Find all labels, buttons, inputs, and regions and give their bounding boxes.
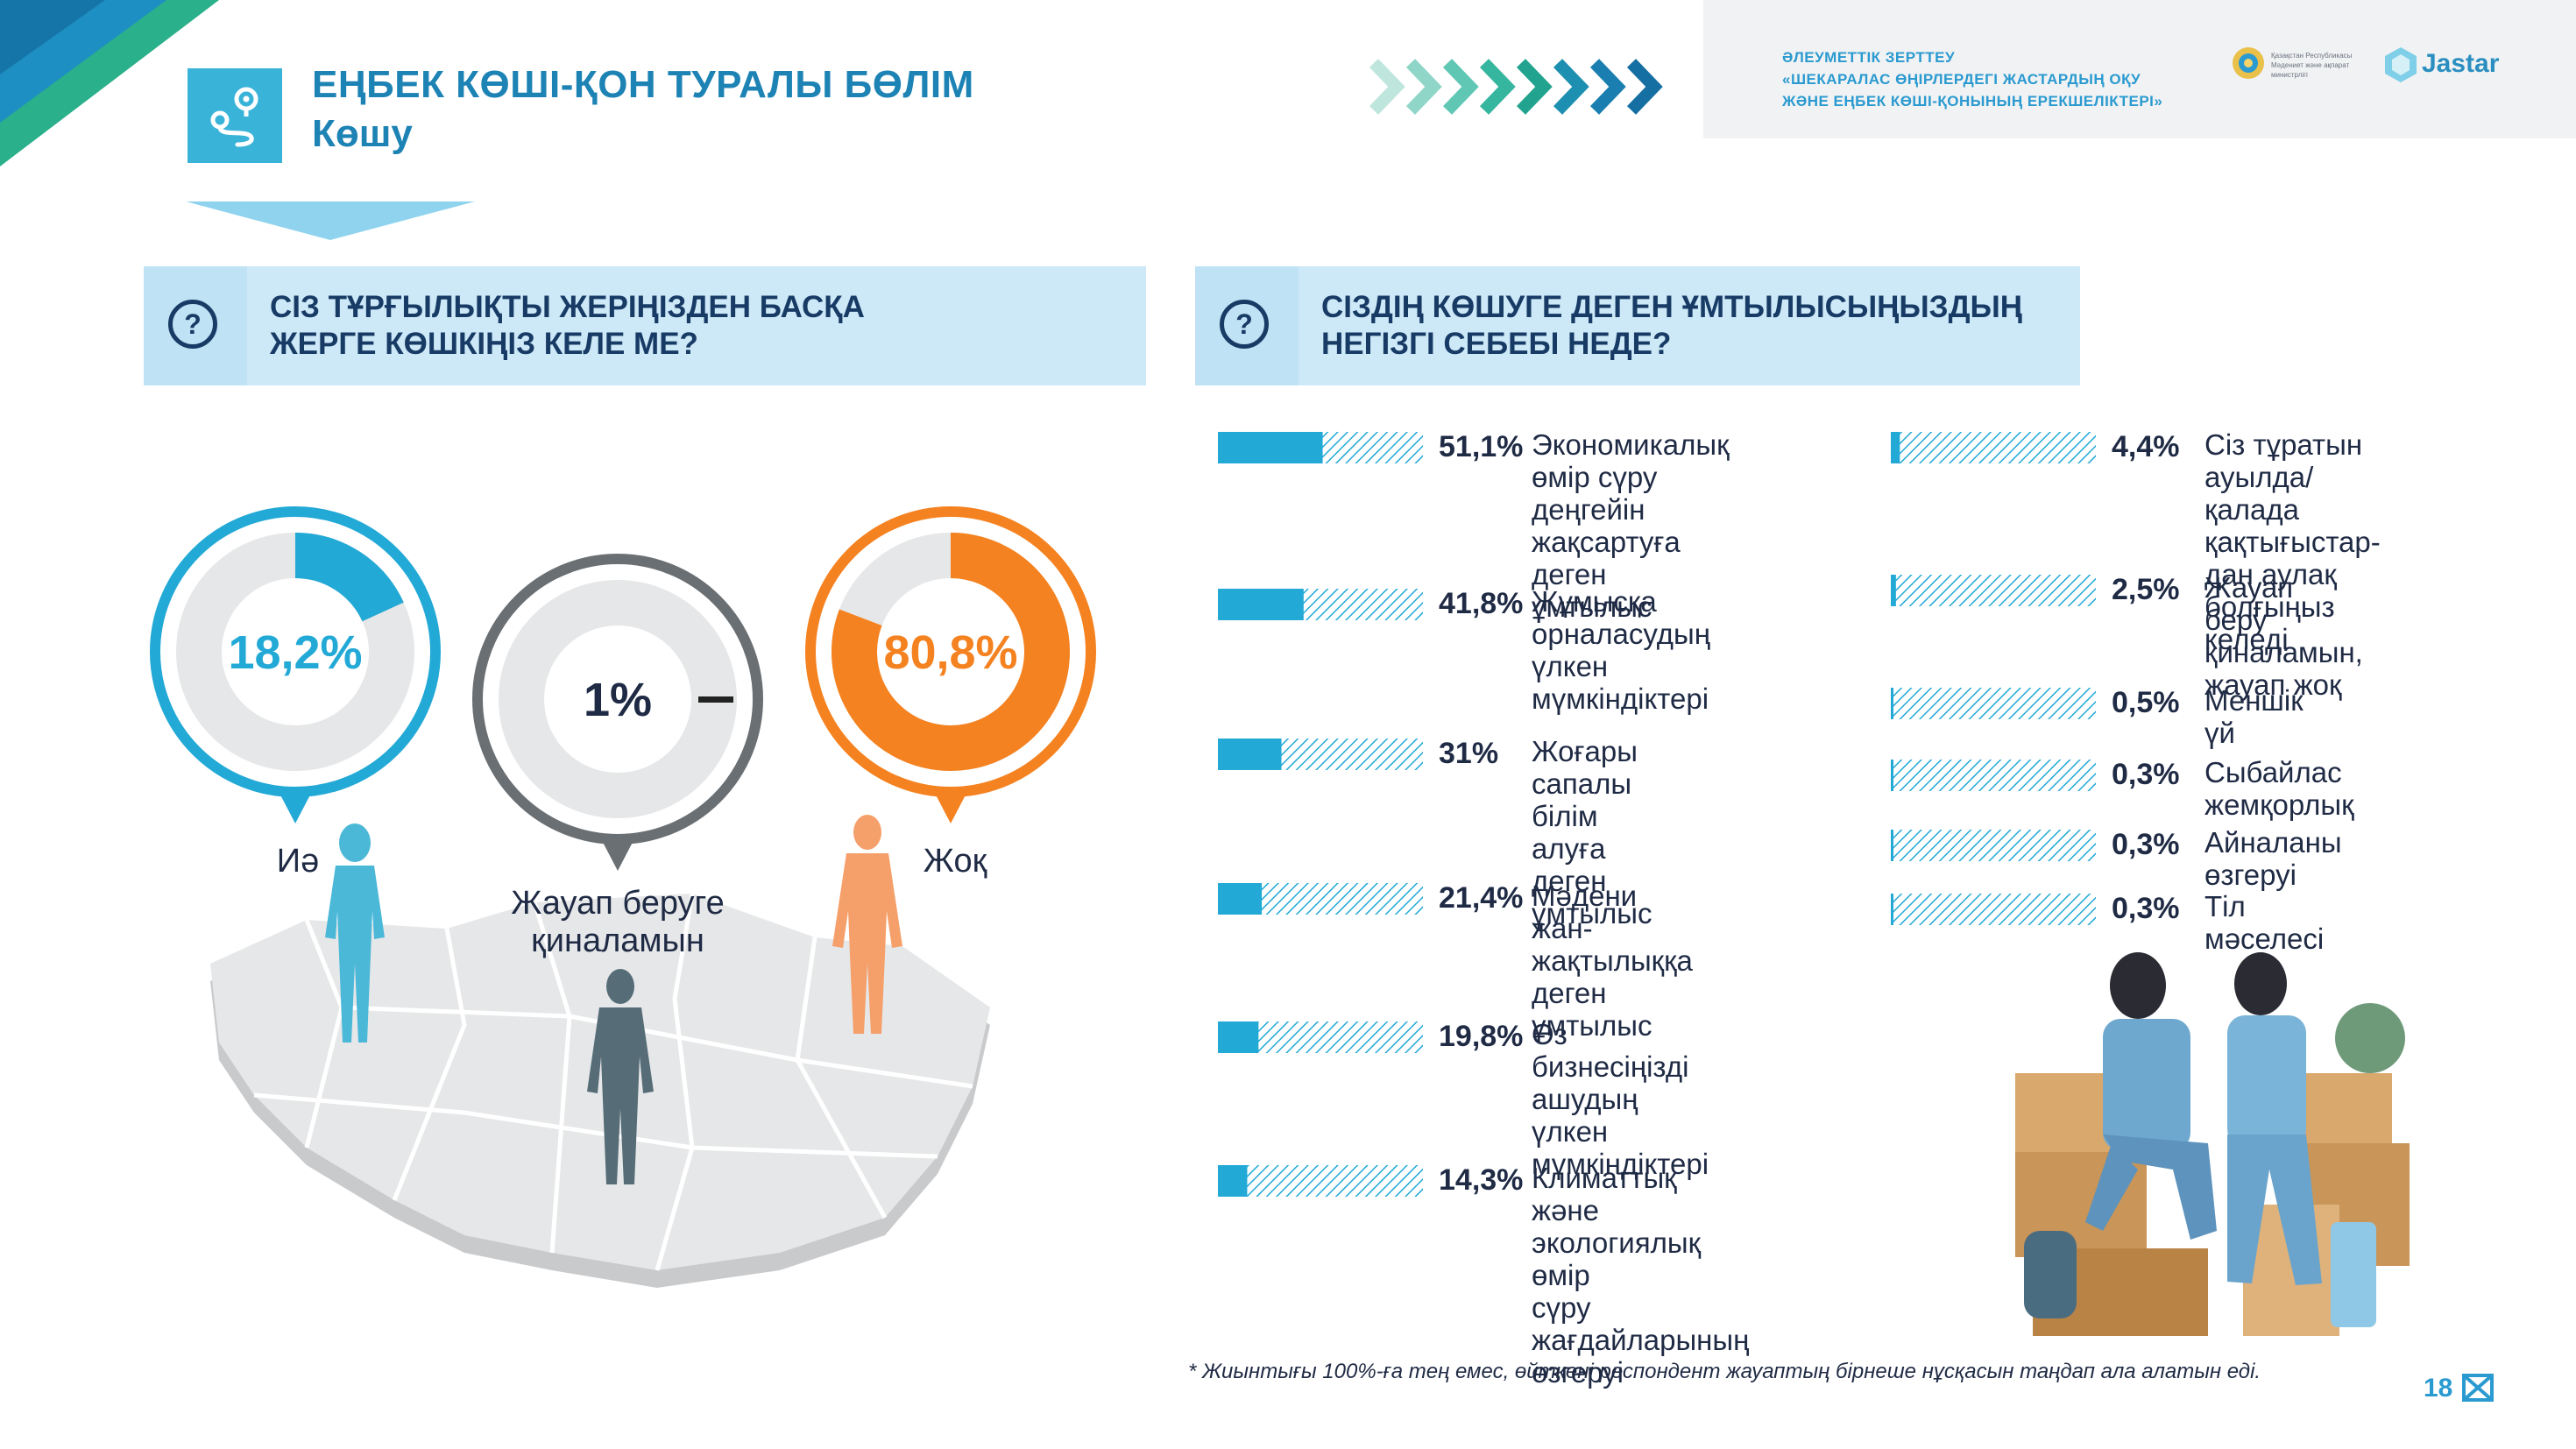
section-subtitle: Көшу xyxy=(312,112,413,155)
donut-yes: 18,2% xyxy=(150,506,441,823)
donut-no-value-arc xyxy=(832,533,1070,771)
bar-value-label: 51,1% xyxy=(1439,430,1524,463)
label-unsure: Жауап беруге қиналамын xyxy=(511,885,725,959)
bar-track xyxy=(1218,432,1423,463)
bar-track xyxy=(1891,894,2096,925)
state-emblem-icon xyxy=(2233,47,2264,79)
bar-category-label: Экономикалық өмір сүру деңгейін жақсарту… xyxy=(1532,428,1730,623)
bar-category-label: Сыбайлас жемқорлық xyxy=(2204,756,2354,821)
bar-background xyxy=(1891,760,2096,791)
bar-track xyxy=(1218,883,1423,915)
bar-value-label: 19,8% xyxy=(1439,1020,1524,1053)
bar-track xyxy=(1891,760,2096,791)
bar-track xyxy=(1218,589,1423,620)
bar-fill xyxy=(1891,688,1893,719)
person-unsure-figure xyxy=(587,969,654,1184)
person-yes-figure xyxy=(325,823,385,1043)
bar-value-label: 0,5% xyxy=(2112,686,2180,719)
bar-value-label: 4,4% xyxy=(2112,430,2180,463)
bar-fill xyxy=(1218,883,1263,915)
banner-line-1: ӘЛЕУМЕТТІК ЗЕРТТЕУ xyxy=(1782,49,1956,66)
map-illustration xyxy=(210,893,990,1288)
donut-no: 80,8% xyxy=(805,506,1096,823)
bar-background xyxy=(1891,894,2096,925)
bar-value-label: 31% xyxy=(1439,737,1499,770)
bar-fill xyxy=(1891,432,1900,463)
question-2-line-1: СІЗДІҢ КӨШУГЕ ДЕГЕН ҰМТЫЛЫСЫҢЫЗДЫҢ xyxy=(1321,290,2023,324)
down-triangle-marker xyxy=(186,201,475,240)
bar-fill xyxy=(1218,432,1323,463)
label-no: Жоқ xyxy=(923,843,987,880)
bar-category-label: Меншік үй xyxy=(2204,684,2304,749)
bar-value-label: 0,3% xyxy=(2112,758,2180,791)
bar-fill xyxy=(1218,1021,1259,1053)
jastar-logo-icon xyxy=(2385,47,2417,82)
bar-track xyxy=(1218,739,1423,770)
chevron-arrows-icon xyxy=(1369,59,1663,115)
bar-fill xyxy=(1218,1165,1248,1197)
person-no-figure xyxy=(832,815,902,1034)
footnote: * Жиынтығы 100%-ға тең емес, өйткені рес… xyxy=(1188,1360,2261,1383)
donut-yes-value-arc xyxy=(294,533,404,622)
bar-fill xyxy=(1891,830,1893,861)
bar-value-label: 21,4% xyxy=(1439,881,1524,915)
bar-value-label: 41,8% xyxy=(1439,587,1524,620)
bar-fill xyxy=(1891,760,1893,791)
young-people-illustration xyxy=(2015,952,2410,1336)
label-yes: Иә xyxy=(276,843,320,880)
question-2-line-2: НЕГІЗГІ СЕБЕБІ НЕДЕ? xyxy=(1321,327,1672,361)
bar-category-label: Климаттық және экологиялық өмір сүру жағ… xyxy=(1532,1162,1750,1389)
survey-banner xyxy=(1703,0,2576,138)
banner-line-3: ЖӘНЕ ЕҢБЕК КӨШІ-ҚОНЫНЫҢ ЕРЕКШЕЛІКТЕРІ» xyxy=(1782,93,2163,110)
bar-track xyxy=(1891,688,2096,719)
jastar-logo-text: Jastar xyxy=(2422,49,2500,78)
bar-background xyxy=(1891,688,2096,719)
bar-background xyxy=(1891,432,2096,463)
bar-value-label: 0,3% xyxy=(2112,828,2180,861)
question-box-1: ? СІЗ ТҰРҒЫЛЫҚТЫ ЖЕРІҢІЗДЕН БАСҚА ЖЕРГЕ … xyxy=(144,266,1146,385)
question-box-2: ? СІЗДІҢ КӨШУГЕ ДЕГЕН ҰМТЫЛЫСЫҢЫЗДЫҢ НЕГ… xyxy=(1195,266,2080,385)
section-title: ЕҢБЕК КӨШІ-ҚОН ТУРАЛЫ БӨЛІМ xyxy=(312,63,974,106)
bar-category-label: Жұмысқа орналасудың үлкен мүмкіндіктері xyxy=(1532,585,1710,715)
question-1-line-2: ЖЕРГЕ КӨШКІҢІЗ КЕЛЕ МЕ? xyxy=(270,327,698,361)
bar-track xyxy=(1891,432,2096,463)
banner-line-2: «ШЕКАРАЛАС ӨҢІРЛЕРДЕГІ ЖАСТАРДЫҢ ОҚУ xyxy=(1782,71,2141,88)
bar-category-label: Өз бизнесіңізді ашудың үлкен мүмкіндікте… xyxy=(1532,1018,1709,1180)
bar-track xyxy=(1891,575,2096,606)
bar-category-label: Жоғары сапалы білім алуға деген ұмтылыс xyxy=(1532,735,1652,929)
bar-background xyxy=(1891,575,2096,606)
question-2-text: СІЗДІҢ КӨШУГЕ ДЕГЕН ҰМТЫЛЫСЫҢЫЗДЫҢ НЕГІЗ… xyxy=(1321,289,2022,363)
question-mark-icon: ? xyxy=(1220,300,1269,349)
bar-category-label: Мәдени жан-жақтылыққа деген ұмтылыс xyxy=(1532,880,1693,1042)
bar-value-label: 0,3% xyxy=(2112,892,2180,925)
bar-category-label: Айналаны өзгеруі xyxy=(2204,826,2342,891)
page-number: 18 xyxy=(2424,1374,2453,1403)
donut-unsure-value: 1% xyxy=(584,674,652,726)
question-1-text: СІЗ ТҰРҒЫЛЫҚТЫ ЖЕРІҢІЗДЕН БАСҚА ЖЕРГЕ КӨ… xyxy=(270,289,865,363)
donut-unsure-value-arc xyxy=(698,696,733,703)
bar-category-label: Тіл мәселесі xyxy=(2204,890,2325,955)
ornament-icon xyxy=(2462,1374,2494,1402)
bar-category-label: Жауап беру қиналамын, жауап жоқ xyxy=(2204,571,2363,701)
bar-track xyxy=(1218,1165,1423,1197)
bar-fill xyxy=(1891,575,1896,606)
bar-track xyxy=(1218,1021,1423,1053)
question-1-line-1: СІЗ ТҰРҒЫЛЫҚТЫ ЖЕРІҢІЗДЕН БАСҚА xyxy=(270,290,865,324)
bar-background xyxy=(1218,1165,1423,1197)
bar-category-label: Сіз тұратын ауылда/ қалада қақтығыстар- … xyxy=(2204,428,2381,655)
bar-track xyxy=(1891,830,2096,861)
ministry-text: Қазақстан Республикасы Мәдениет және ақп… xyxy=(2271,52,2353,79)
bar-fill xyxy=(1218,739,1282,770)
corner-decoration xyxy=(0,0,219,166)
donut-no-value: 80,8% xyxy=(883,626,1017,679)
question-mark-icon: ? xyxy=(168,300,217,349)
donut-yes-value: 18,2% xyxy=(228,626,362,679)
bar-value-label: 14,3% xyxy=(1439,1163,1524,1197)
bar-background xyxy=(1891,830,2096,861)
bar-value-label: 2,5% xyxy=(2112,573,2180,606)
route-icon xyxy=(188,68,282,163)
donut-unsure: 1% xyxy=(472,554,763,871)
bar-fill xyxy=(1891,894,1893,925)
bar-fill xyxy=(1218,589,1304,620)
